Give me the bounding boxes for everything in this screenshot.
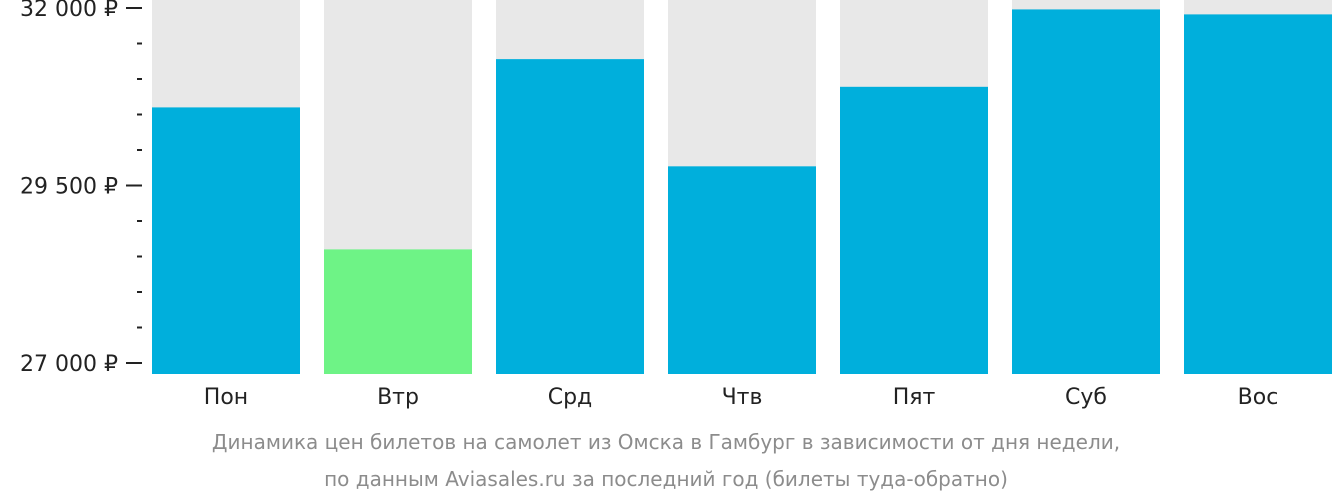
price-by-weekday-chart: Пон Втр Срд Чтв Пят Суб Вос 32 000 ₽ 29 500 ₽ 27 … — [20, 0, 1332, 410]
chart-caption-line-2: по данным Aviasales.ru за последний год … — [324, 467, 1008, 491]
bar-3 — [496, 59, 644, 375]
y-tick-label-3: 27 000 ₽ — [20, 352, 118, 377]
y-tick-label-2: 29 500 ₽ — [20, 175, 118, 200]
chart-caption-line-1: Динамика цен билетов на самолет из Омска… — [211, 430, 1121, 454]
bar-5 — [840, 86, 988, 374]
category-label-5: Пят — [893, 385, 936, 410]
category-label-2: Втр — [377, 385, 419, 410]
bar-2 — [324, 249, 472, 374]
category-label-1: Пон — [204, 385, 248, 410]
bar-4 — [668, 166, 816, 374]
category-label-6: Суб — [1065, 385, 1107, 410]
category-label-3: Срд — [548, 385, 593, 410]
category-label-4: Чтв — [722, 385, 763, 410]
bar-1 — [152, 107, 300, 375]
category-label-7: Вос — [1238, 385, 1279, 410]
bar-6 — [1012, 9, 1160, 374]
bar-7 — [1184, 14, 1332, 374]
y-tick-label-1: 32 000 ₽ — [20, 0, 118, 22]
